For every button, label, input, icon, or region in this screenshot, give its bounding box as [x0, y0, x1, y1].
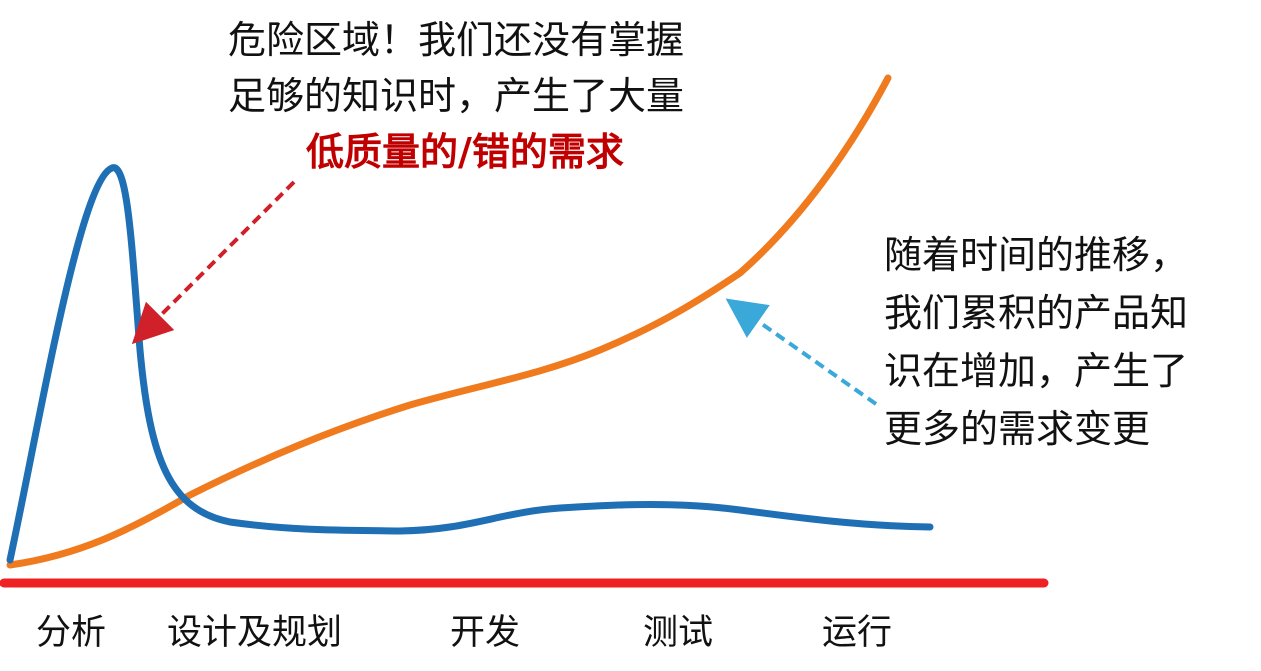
knowledge-arrow — [725, 298, 878, 406]
phase-label-operation: 运行 — [822, 613, 893, 653]
requirements-curve — [6, 164, 934, 564]
phase-label-design: 设计及规划 — [167, 613, 343, 653]
phase-label-development: 开发 — [450, 613, 521, 653]
danger-line-3: 低质量的/错的需求 — [306, 130, 624, 174]
danger-zone-annotation: 危险区域！我们还没有掌握 足够的知识时，产生了大量 低质量的/错的需求 — [228, 12, 684, 180]
knowledge-line-3: 识在增加，产生了 — [884, 349, 1189, 393]
danger-arrow — [131, 180, 296, 345]
phase-label-testing: 测试 — [643, 613, 714, 653]
danger-line-2: 足够的知识时，产生了大量 — [228, 74, 685, 118]
danger-line-1: 危险区域！我们还没有掌握 — [228, 18, 685, 62]
knowledge-line-1: 随着时间的推移， — [884, 233, 1189, 277]
knowledge-line-4: 更多的需求变更 — [884, 407, 1151, 451]
knowledge-curve — [6, 74, 892, 569]
knowledge-line-2: 我们累积的产品知 — [884, 291, 1189, 335]
phase-label-analysis: 分析 — [36, 613, 107, 653]
knowledge-annotation: 随着时间的推移， 我们累积的产品知 识在增加，产生了 更多的需求变更 — [884, 226, 1188, 458]
